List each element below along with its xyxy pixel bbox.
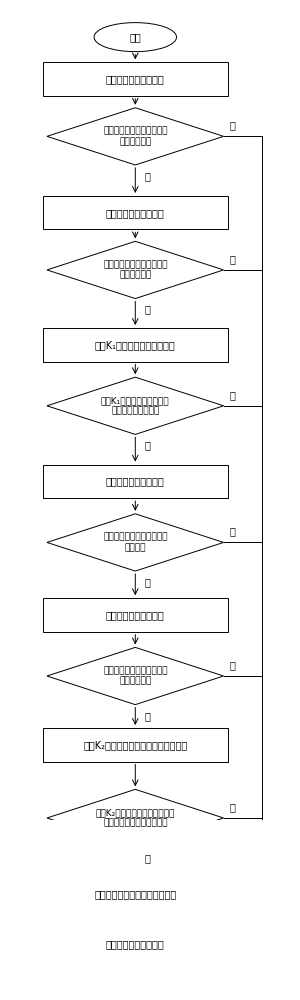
Text: 否: 否 bbox=[230, 254, 236, 264]
Polygon shape bbox=[47, 377, 224, 434]
Text: 判断第三放电容量极差是否
在预定范围内: 判断第三放电容量极差是否 在预定范围内 bbox=[103, 666, 167, 686]
Polygon shape bbox=[47, 789, 224, 847]
Polygon shape bbox=[47, 647, 224, 705]
Text: 否: 否 bbox=[230, 660, 236, 670]
Polygon shape bbox=[47, 514, 224, 571]
Text: 是: 是 bbox=[144, 171, 150, 181]
FancyBboxPatch shape bbox=[43, 878, 228, 911]
Text: 是: 是 bbox=[144, 711, 150, 721]
Text: 计算第三放电容量极差: 计算第三放电容量极差 bbox=[106, 610, 165, 620]
Text: 是: 是 bbox=[144, 853, 150, 863]
Text: 计算K₂、第四开路电压极差和内阔极差: 计算K₂、第四开路电压极差和内阔极差 bbox=[83, 740, 188, 750]
Text: 判断第一放电容量极差是否
在预定范围内: 判断第一放电容量极差是否 在预定范围内 bbox=[103, 260, 167, 280]
Text: 开始: 开始 bbox=[129, 32, 141, 42]
Text: 否: 否 bbox=[230, 526, 236, 536]
FancyBboxPatch shape bbox=[43, 328, 228, 362]
Text: 判断K₂值、第四开路电压极差和
内阔极差是否在预定范围内: 判断K₂值、第四开路电压极差和 内阔极差是否在预定范围内 bbox=[96, 808, 175, 828]
Text: 判断K₁值和第二开路电压极
差是否在预定范围内: 判断K₁值和第二开路电压极 差是否在预定范围内 bbox=[101, 396, 170, 416]
Text: 是: 是 bbox=[144, 577, 150, 587]
Text: 计算第一放电容量极差: 计算第一放电容量极差 bbox=[106, 208, 165, 218]
FancyBboxPatch shape bbox=[43, 927, 228, 961]
Text: 第二放电容量极差是否在预
定范围内: 第二放电容量极差是否在预 定范围内 bbox=[103, 533, 167, 552]
Ellipse shape bbox=[94, 23, 176, 52]
Text: 计算K₁值和第二开路电压极差: 计算K₁值和第二开路电压极差 bbox=[95, 340, 176, 350]
Text: 否: 否 bbox=[230, 802, 236, 812]
Text: 否: 否 bbox=[230, 120, 236, 130]
Polygon shape bbox=[47, 108, 224, 165]
Text: 选择符合上述条件的锂离子电池: 选择符合上述条件的锂离子电池 bbox=[94, 889, 176, 899]
Text: 是: 是 bbox=[144, 441, 150, 451]
FancyBboxPatch shape bbox=[43, 728, 228, 762]
FancyBboxPatch shape bbox=[43, 465, 228, 498]
Text: 计算第一充电容量极差: 计算第一充电容量极差 bbox=[106, 74, 165, 84]
Text: 结束: 结束 bbox=[129, 998, 141, 1000]
FancyBboxPatch shape bbox=[43, 196, 228, 229]
Text: 是: 是 bbox=[144, 305, 150, 315]
FancyBboxPatch shape bbox=[43, 62, 228, 96]
Text: 对锂离子电池进行配组: 对锂离子电池进行配组 bbox=[106, 939, 165, 949]
Text: 否: 否 bbox=[230, 390, 236, 400]
FancyBboxPatch shape bbox=[43, 598, 228, 632]
Ellipse shape bbox=[94, 988, 176, 1000]
Text: 判断第一放电容量极差是否
在预定范围内: 判断第一放电容量极差是否 在预定范围内 bbox=[103, 127, 167, 146]
Text: 计算第二放电容量极差: 计算第二放电容量极差 bbox=[106, 476, 165, 486]
Polygon shape bbox=[47, 241, 224, 299]
